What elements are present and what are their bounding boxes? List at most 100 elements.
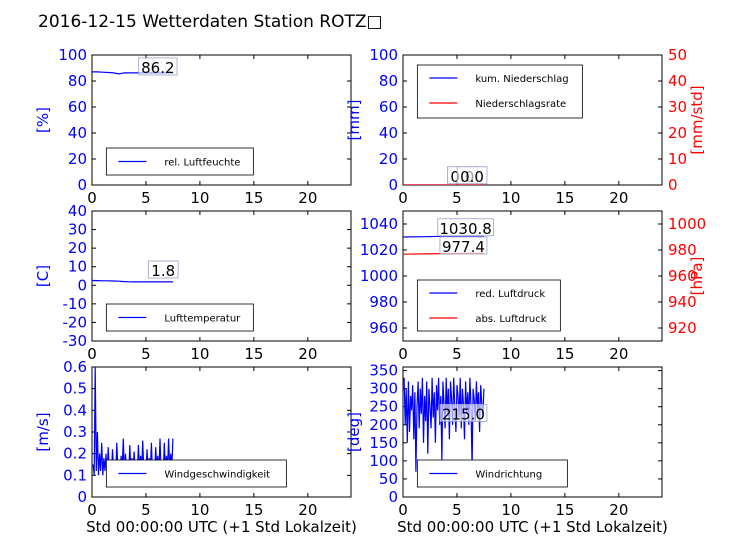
x-tick-label: 0 xyxy=(87,189,97,207)
series-line-1 xyxy=(92,279,173,283)
y-tick-label: 80 xyxy=(68,72,87,90)
y2-tick-label: 50 xyxy=(668,46,687,64)
y-tick-label: 0.3 xyxy=(63,423,87,441)
x-tick-label: 0 xyxy=(87,501,97,519)
figure-title: 2016-12-15 Wetterdaten Station ROTZ□ xyxy=(38,12,383,32)
x-tick-label: 0 xyxy=(398,189,408,207)
y-tick-label: 20 xyxy=(68,239,87,257)
y-tick-label: 0 xyxy=(77,276,87,294)
x-tick-label: 10 xyxy=(190,501,209,519)
y-tick-label: -20 xyxy=(63,313,88,331)
x-tick-label: 10 xyxy=(190,345,209,363)
y-tick-label: 0.6 xyxy=(63,358,87,376)
y2-tick-label: 980 xyxy=(668,241,697,259)
y-axis-label: [deg] xyxy=(345,412,363,452)
legend-box xyxy=(416,279,561,332)
y-tick-label: -10 xyxy=(63,295,88,313)
y-tick-label: 1000 xyxy=(360,267,398,285)
legend-label: Windgeschwindigkeit xyxy=(164,470,270,481)
y2-tick-label: 20 xyxy=(668,124,687,142)
panel-4: 0 5 10 15 20 960 980 1000 1020 1040 920 940 960 980 10… xyxy=(360,210,706,363)
y-tick-label: 0 xyxy=(77,176,87,194)
x-tick-label: 5 xyxy=(452,345,462,363)
y2-tick-label: 920 xyxy=(668,319,697,337)
annotation-label: 86.2 xyxy=(141,59,174,77)
y-tick-label: 0 xyxy=(77,488,87,506)
legend-box xyxy=(416,459,568,488)
y-axis-label: [m/s] xyxy=(34,412,52,451)
y2-tick-label: 30 xyxy=(668,98,687,116)
annotation-label: 215.0 xyxy=(442,405,485,423)
panel-2: 0 5 10 15 20 0 20 40 60 80 100 0 10 20 30 40 50 [mm/std] [… xyxy=(345,46,706,207)
x-tick-label: 5 xyxy=(141,189,151,207)
y-tick-label: 0.4 xyxy=(63,401,87,419)
y-tick-label: 0.1 xyxy=(63,466,87,484)
x-tick-label: 10 xyxy=(190,189,209,207)
y-tick-label: 40 xyxy=(68,202,87,220)
annotation-label: 977.4 xyxy=(442,238,485,256)
x-axis-label: Std 00:00:00 UTC (+1 Std Lokalzeit) xyxy=(397,518,668,536)
y-tick-label: 1020 xyxy=(360,241,398,259)
y2-tick-label: 940 xyxy=(668,293,697,311)
y-tick-label: 50 xyxy=(379,470,398,488)
y2-tick-label: 40 xyxy=(668,72,687,90)
series-line-1 xyxy=(403,377,485,472)
y-tick-label: 40 xyxy=(68,124,87,142)
y-tick-label: 350 xyxy=(369,362,398,380)
x-tick-label: 10 xyxy=(501,501,520,519)
x-tick-label: 5 xyxy=(141,345,151,363)
y-tick-label: 150 xyxy=(369,434,398,452)
y-tick-label: 100 xyxy=(369,452,398,470)
x-tick-label: 20 xyxy=(609,189,628,207)
y2-tick-label: 10 xyxy=(668,150,687,168)
y-tick-label: 40 xyxy=(379,124,398,142)
y-tick-label: 100 xyxy=(369,46,398,64)
x-tick-label: 15 xyxy=(244,345,263,363)
x-tick-label: 0 xyxy=(87,345,97,363)
y2-axis-label: [mm/std] xyxy=(688,85,706,154)
legend-label: Lufttemperatur xyxy=(164,314,241,325)
x-tick-label: 10 xyxy=(501,189,520,207)
annotation-box xyxy=(439,236,488,255)
y-tick-label: 80 xyxy=(379,72,398,90)
x-tick-label: 0 xyxy=(398,345,408,363)
x-tick-label: 20 xyxy=(298,189,317,207)
x-tick-label: 20 xyxy=(609,501,628,519)
annotation-label: 0.0 xyxy=(460,168,484,186)
y-tick-label: 10 xyxy=(68,258,87,276)
y-tick-label: 30 xyxy=(68,221,87,239)
x-tick-label: 5 xyxy=(452,501,462,519)
legend-label: kum. Niederschlag xyxy=(475,74,568,85)
annotation-box xyxy=(456,166,488,185)
y-axis-label: [%] xyxy=(34,107,52,133)
y-tick-label: 0.5 xyxy=(63,380,87,398)
annotation-label: 1.8 xyxy=(151,262,175,280)
x-tick-label: 0 xyxy=(398,501,408,519)
y-tick-label: 0 xyxy=(388,488,398,506)
y-axis-label: [C] xyxy=(34,265,52,287)
legend-label: rel. Luftfeuchte xyxy=(164,158,240,169)
y-tick-label: 980 xyxy=(369,293,398,311)
y-tick-label: 60 xyxy=(68,98,87,116)
y2-tick-label: 0 xyxy=(668,176,678,194)
y-tick-label: 0 xyxy=(388,176,398,194)
y-tick-label: 250 xyxy=(369,398,398,416)
annotation-box xyxy=(138,57,178,76)
annotation-label: 1030.8 xyxy=(439,220,492,238)
x-tick-label: 20 xyxy=(298,501,317,519)
x-tick-label: 15 xyxy=(555,501,574,519)
y-tick-label: 20 xyxy=(68,150,87,168)
x-tick-label: 5 xyxy=(452,189,462,207)
x-tick-label: 15 xyxy=(555,189,574,207)
y2-axis-label: [hPa] xyxy=(688,257,706,296)
y-tick-label: 60 xyxy=(379,98,398,116)
annotation-box xyxy=(437,218,494,237)
x-tick-label: 15 xyxy=(244,189,263,207)
legend-label: red. Luftdruck xyxy=(475,289,545,300)
x-tick-label: 20 xyxy=(609,345,628,363)
legend-label: Niederschlagsrate xyxy=(475,99,566,110)
